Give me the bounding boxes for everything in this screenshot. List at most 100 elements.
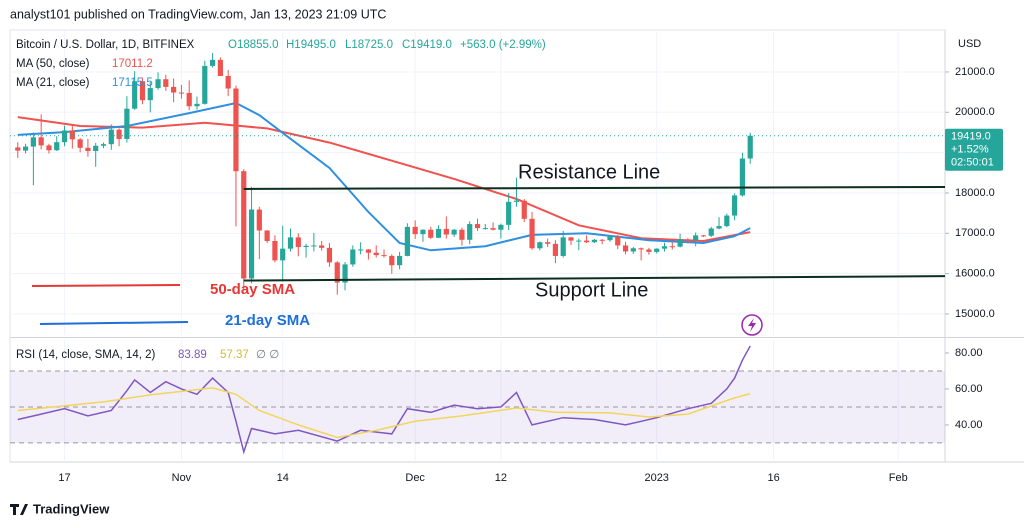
x-tick-label: 12 — [495, 472, 507, 484]
chart-layer: 17 Nov 14 Dec 12 2023 16 Feb 15000.0 16000.0 17000… — [10, 30, 995, 484]
candle-body — [451, 229, 457, 235]
candle-body — [46, 145, 52, 151]
candle-body — [287, 237, 294, 249]
ohlc-high: H19495.0 — [286, 39, 336, 51]
candle-body — [552, 243, 559, 256]
currency-label: USD — [958, 38, 981, 50]
candle-body — [350, 249, 356, 265]
candle-body — [77, 139, 83, 148]
candle-body — [412, 226, 418, 235]
candle-body — [545, 242, 551, 244]
candle-body — [241, 171, 247, 279]
resistance-label: Resistance Line — [518, 161, 660, 183]
candle-body — [38, 137, 44, 146]
candle-body — [529, 218, 535, 249]
candle-body — [739, 158, 746, 196]
candle-body — [576, 240, 582, 242]
candle-body — [365, 249, 372, 253]
ma21-legend: MA (21, close) — [16, 77, 90, 89]
candle-body — [732, 195, 738, 216]
candle-body — [280, 248, 286, 261]
candle-body — [303, 245, 309, 248]
ohlc-open: O18855.0 — [228, 39, 279, 51]
candle-body — [178, 92, 185, 94]
candle-body — [264, 230, 270, 241]
candle-body — [607, 236, 613, 241]
y-tick-label: 15000.0 — [955, 308, 995, 320]
rsi-value: 83.89 — [178, 349, 207, 361]
candle-body — [155, 79, 161, 89]
candle-body — [498, 224, 504, 230]
ohlc-close: C19419.0 — [402, 39, 452, 51]
candle-body — [474, 224, 481, 229]
price-tag-label: 19419.0 — [951, 131, 991, 143]
ohlc-low: L18725.0 — [345, 39, 393, 51]
ma50-value: 17011.2 — [112, 58, 153, 70]
x-tick-label: Feb — [889, 472, 908, 484]
logo-mark — [10, 504, 28, 515]
candle-body — [295, 237, 301, 248]
y-tick-label: 16000.0 — [955, 268, 995, 280]
candle-body — [225, 75, 231, 89]
candle-body — [646, 249, 652, 252]
candle-body — [389, 255, 395, 266]
ma21-value: 17115.5 — [112, 77, 153, 89]
candle-body — [311, 245, 317, 247]
candle-body — [747, 135, 753, 159]
candle-body — [61, 130, 68, 143]
candle-body — [100, 144, 107, 146]
line-series — [17, 387, 751, 439]
candle-body — [420, 229, 426, 235]
candle-body — [272, 240, 278, 261]
candle-body — [482, 228, 488, 230]
candle-body — [615, 236, 621, 246]
candle-body — [163, 79, 169, 87]
candle-body — [506, 201, 512, 225]
candle-body — [677, 239, 683, 247]
candle-body — [583, 240, 590, 243]
symbol-title: Bitcoin / U.S. Dollar, 1D, BITFINEX — [16, 39, 195, 51]
candle-body — [358, 249, 364, 251]
candle-body — [15, 147, 21, 151]
candle-body — [116, 129, 122, 139]
candle-body — [630, 248, 636, 252]
candle-body — [30, 137, 36, 147]
candle-body — [622, 245, 629, 252]
y-tick-label: 80.00 — [955, 347, 983, 359]
candle-body — [334, 262, 340, 283]
candle-body — [124, 108, 130, 139]
candle-body — [217, 59, 223, 76]
candle-body — [568, 237, 574, 241]
candle-body — [708, 228, 714, 236]
logo: TradingView — [10, 501, 110, 516]
candle-body — [599, 239, 605, 241]
candle-body — [147, 88, 153, 101]
ma50-legend: MA (50, close) — [16, 58, 90, 70]
line-series — [17, 116, 751, 243]
y-tick-label: 20000.0 — [955, 106, 995, 118]
y-tick-label: 18000.0 — [955, 187, 995, 199]
candle-body — [724, 215, 730, 227]
y-tick-label: 17000.0 — [955, 227, 995, 239]
candle-body — [248, 209, 255, 279]
candle-body — [443, 228, 449, 235]
candle-body — [342, 264, 348, 283]
candle-body — [521, 200, 527, 219]
candle-body — [669, 246, 675, 248]
trend-line — [243, 185, 946, 190]
candle-body — [513, 200, 520, 202]
price-tag — [945, 128, 1003, 171]
candle-body — [194, 103, 200, 107]
ohlc-change: +563.0 (+2.99%) — [460, 39, 546, 51]
alert-bolt — [748, 318, 756, 332]
candle-body — [693, 235, 699, 241]
sma50-annotation: 50-day SMA — [210, 281, 295, 298]
candle-body — [396, 255, 403, 266]
candle-body — [326, 247, 333, 263]
rsi-title: RSI (14, close, SMA, 14, 2) — [16, 349, 156, 361]
y-tick-label: 60.00 — [955, 383, 983, 395]
candle-body — [381, 255, 387, 257]
candle-body — [69, 130, 75, 140]
candle-body — [537, 242, 543, 249]
candle-body — [171, 86, 177, 93]
